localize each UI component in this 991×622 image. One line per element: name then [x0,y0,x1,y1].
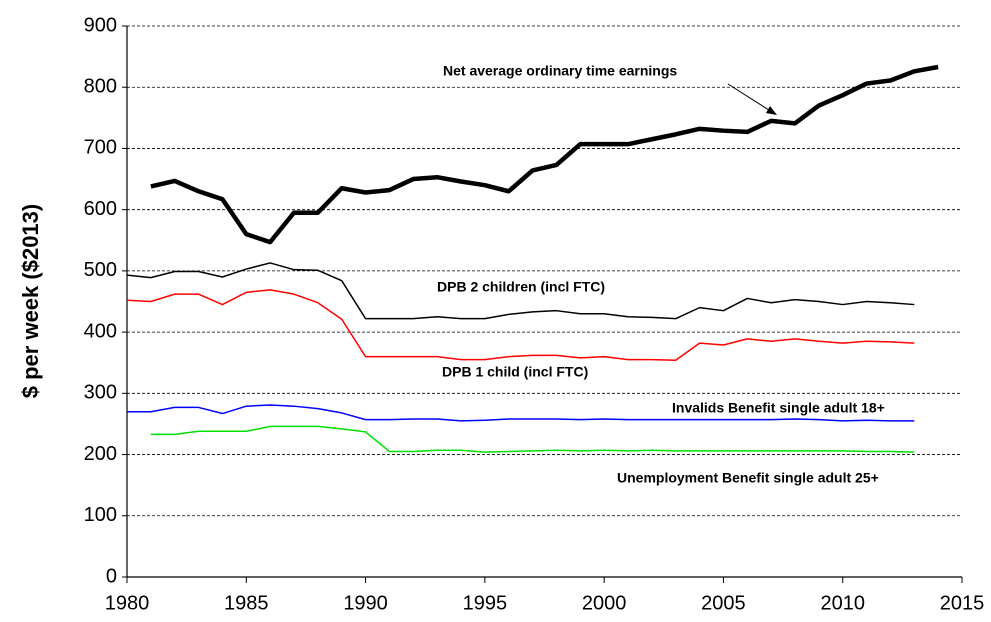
x-tick-label: 1990 [343,592,388,614]
x-tick-label: 1980 [105,592,150,614]
x-tick-label: 2000 [582,592,627,614]
y-tick-label: 600 [84,198,117,220]
series-line [126,289,915,362]
series-line [150,425,915,453]
y-axis-label: $ per week ($2013) [18,204,43,398]
series-line [127,404,915,422]
series-label: Invalids Benefit single adult 18+ [672,400,885,416]
y-tick-label: 300 [84,382,117,404]
series-line [126,262,915,320]
y-tick-label: 200 [84,443,117,465]
y-tick-label: 800 [84,76,117,98]
y-tick-label: 900 [84,14,117,36]
annotation-arrowhead [766,106,777,115]
series-label: DPB 2 children (incl FTC) [437,279,605,295]
x-tick-label: 1985 [224,592,269,614]
y-tick-label: 0 [106,565,117,587]
x-tick-label: 2005 [701,592,746,614]
series-label: DPB 1 child (incl FTC) [442,364,588,380]
x-tick-label: 2015 [940,592,985,614]
y-tick-label: 100 [84,504,117,526]
series-label: Net average ordinary time earnings [443,63,677,79]
series-label: Unemployment Benefit single adult 25+ [617,470,879,486]
y-tick-label: 500 [84,259,117,281]
y-tick-label: 400 [84,320,117,342]
series-line [150,64,939,245]
x-tick-label: 2010 [820,592,865,614]
x-tick-label: 1995 [463,592,508,614]
annotation-arrow [727,83,773,113]
y-tick-label: 700 [84,137,117,159]
